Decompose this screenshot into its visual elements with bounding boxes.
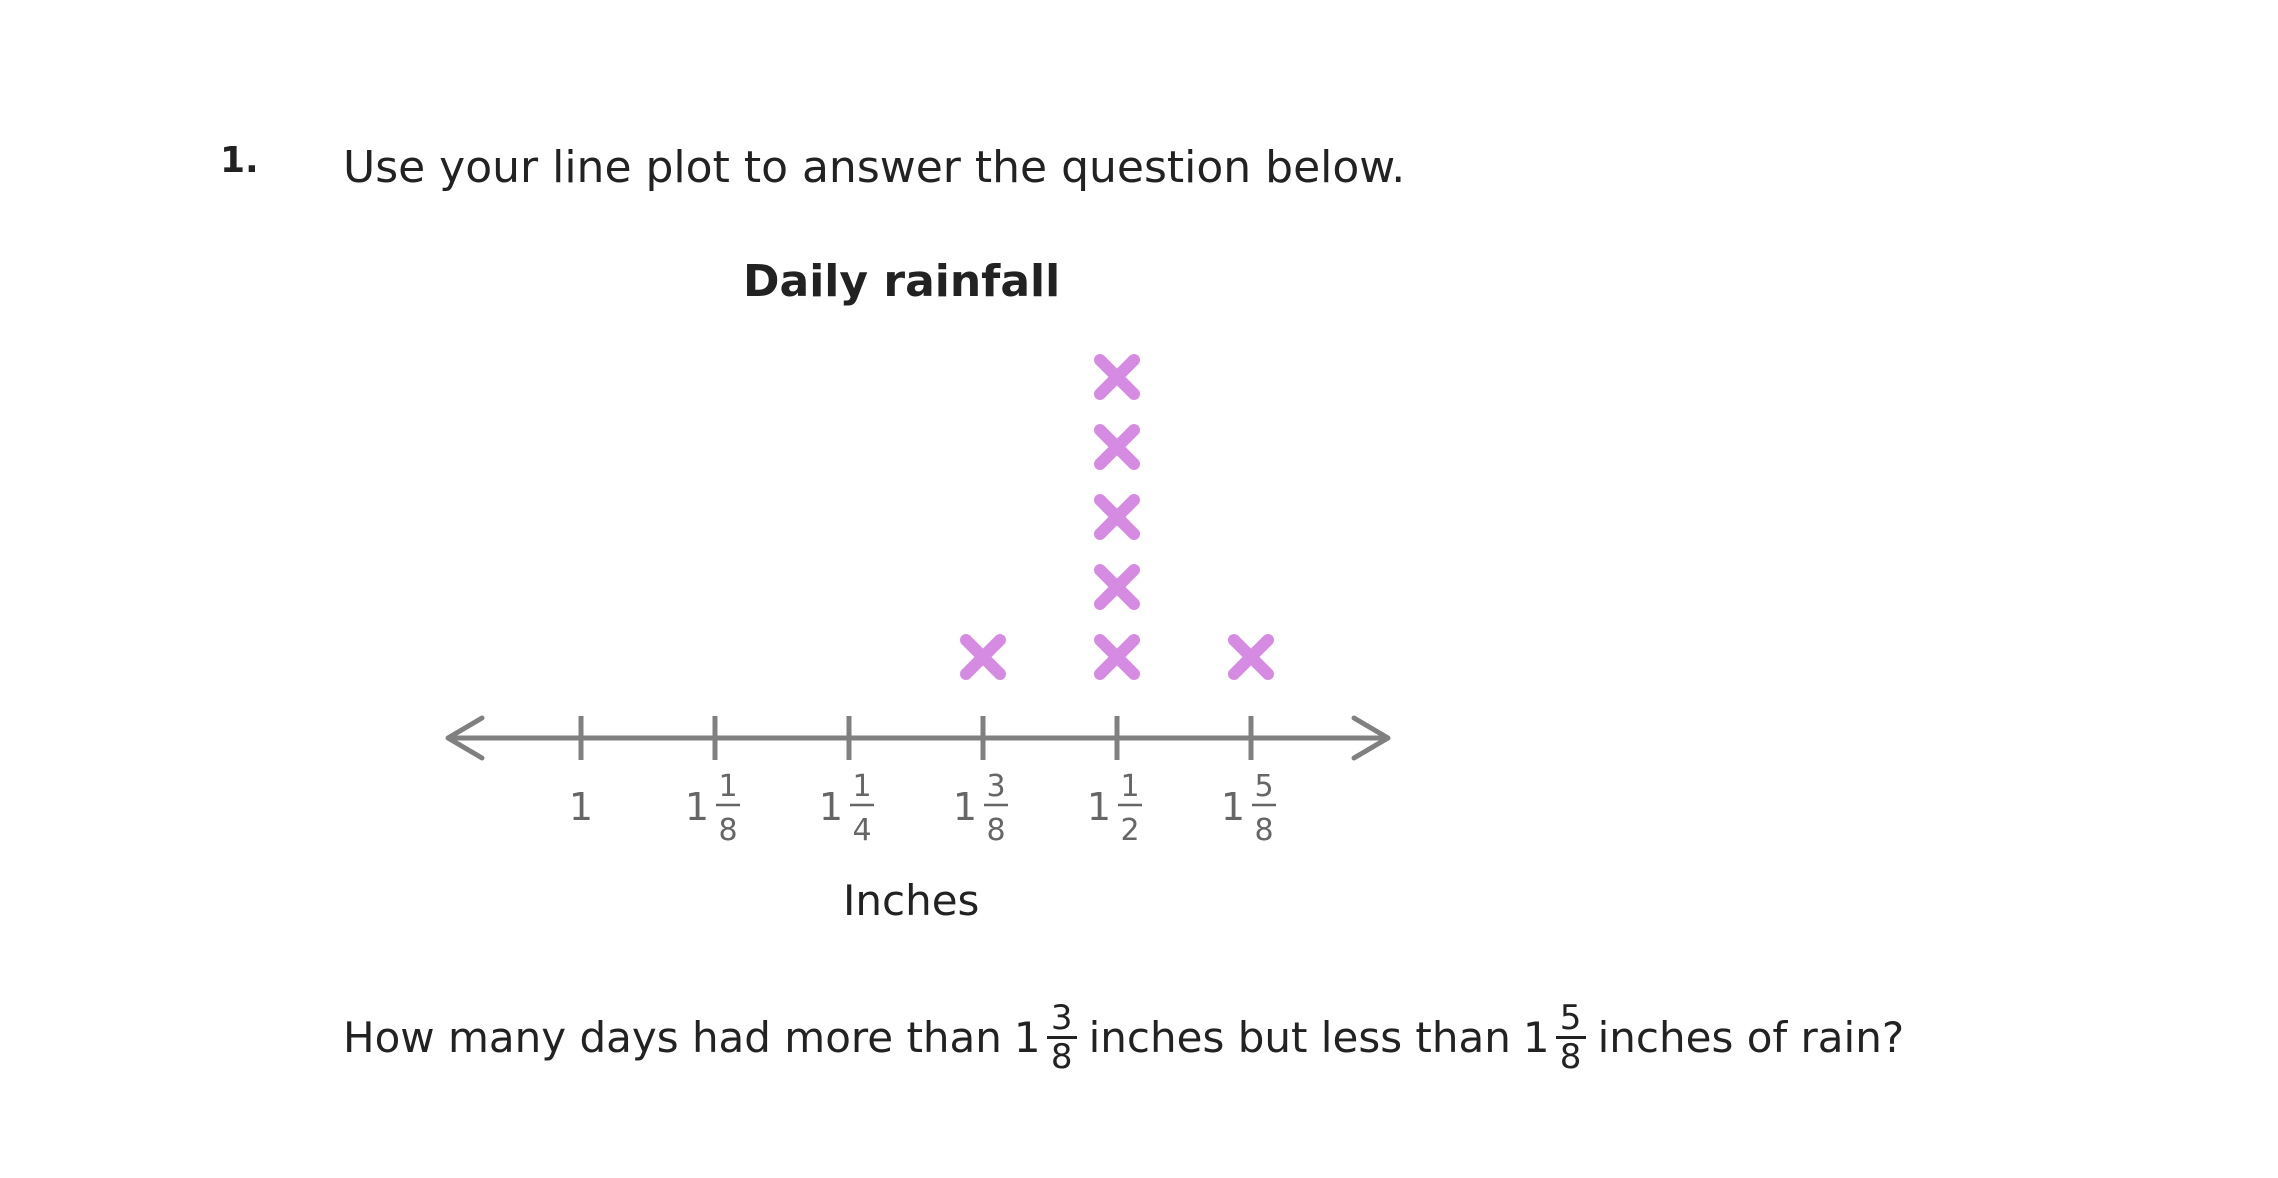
tick-label-5: 1 5 8 (1221, 769, 1276, 848)
tick-label-whole-4: 1 (1087, 785, 1111, 829)
tick-label-num-3: 3 (986, 769, 1005, 804)
x-mark-1-3 (1094, 424, 1140, 470)
x-mark-1-0 (1094, 634, 1140, 680)
question-part-1: How many days had more than (343, 1012, 1002, 1062)
x-axis-label: Inches (843, 876, 980, 925)
tick-label-whole-1: 1 (685, 785, 709, 829)
tick-label-3: 1 3 8 (953, 769, 1008, 848)
tick-label-den-3: 8 (986, 813, 1005, 848)
tick-label-2: 1 14 (819, 769, 874, 848)
tick-label-num-5: 5 (1254, 769, 1273, 804)
tick-label-den-2: 4 (852, 813, 871, 848)
tick-label-1: 1 18 (685, 769, 740, 848)
question-text: How many days had more than 1 3 8 inches… (343, 1000, 1904, 1075)
fraction-1: 3 8 (1046, 998, 1077, 1077)
prompt-text: Use your line plot to answer the questio… (343, 142, 1406, 193)
tick-label-num-1: 1 (718, 769, 737, 804)
fraction-1-whole: 1 (1013, 1012, 1041, 1062)
x-mark-1-1 (1094, 564, 1140, 610)
tick-label-0: 1 (569, 785, 593, 829)
tick-label-den-5: 8 (1254, 813, 1273, 848)
chart-title: Daily rainfall (743, 256, 1061, 307)
question-part-3: inches of rain? (1597, 1012, 1905, 1062)
tick-label-whole-2: 1 (819, 785, 843, 829)
x-mark-1-4 (1094, 354, 1140, 400)
fraction-2-denominator: 8 (1559, 1037, 1582, 1077)
tick-label-4: 1 12 (1087, 769, 1142, 848)
fraction-1-numerator: 3 (1050, 998, 1073, 1038)
tick-label-den-1: 8 (718, 813, 737, 848)
question-part-2: inches but less than (1088, 1012, 1511, 1062)
left-arrow-icon (445, 715, 485, 761)
tick-label-whole-3: 1 (953, 785, 977, 829)
fraction-2: 5 8 (1555, 998, 1586, 1077)
fraction-1-bar (1046, 1036, 1077, 1039)
question-number: 1. (220, 140, 259, 181)
tick-label-den-4: 2 (1120, 813, 1139, 848)
tick-label-num-2: 1 (852, 769, 871, 804)
fraction-2-numerator: 5 (1559, 998, 1582, 1038)
right-arrow-icon (1351, 715, 1391, 761)
tick-label-num-4: 1 (1120, 769, 1139, 804)
fraction-2-whole: 1 (1522, 1012, 1550, 1062)
tick-label-whole-5: 1 (1221, 785, 1245, 829)
fraction-2-bar (1555, 1036, 1586, 1039)
x-mark-2-0 (1228, 634, 1274, 680)
x-mark-0-0 (960, 634, 1006, 680)
fraction-1-denominator: 8 (1050, 1037, 1073, 1077)
x-mark-1-2 (1094, 494, 1140, 540)
